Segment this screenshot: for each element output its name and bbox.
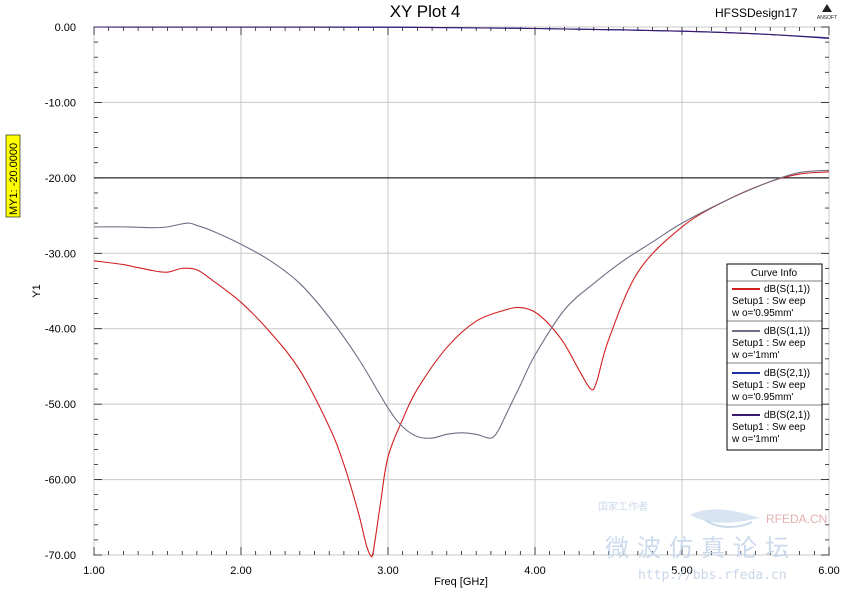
y-tick-label: 0.00	[55, 22, 76, 34]
y-axis-label: Y1	[31, 284, 43, 297]
ansoft-logo: ANSOFT	[817, 4, 837, 21]
svg-text:MY1: -20.0000: MY1: -20.0000	[8, 143, 20, 215]
chart-title: XY Plot 4	[390, 2, 461, 21]
legend-series-name: dB(S(2,1))	[764, 368, 810, 379]
y-tick-label: -60.00	[45, 475, 76, 487]
watermark-url: http://bbs.rfeda.cn	[638, 568, 787, 583]
x-tick-label: 5.00	[671, 565, 692, 577]
legend-series-param: w o='1mm'	[731, 350, 780, 361]
x-tick-label: 6.00	[818, 565, 839, 577]
legend-series-param: w o='0.95mm'	[731, 308, 793, 319]
series-line-1	[93, 171, 830, 558]
design-name: HFSSDesign17	[715, 6, 798, 20]
watermark-site: RFEDA.CN	[766, 512, 827, 526]
legend-series-param: w o='0.95mm'	[731, 392, 793, 403]
y-tick-label: -70.00	[45, 550, 76, 562]
legend-series-name: dB(S(1,1))	[764, 326, 810, 337]
svg-text:ANSOFT: ANSOFT	[817, 15, 837, 21]
legend-title: Curve Info	[751, 268, 798, 279]
series-line-4	[93, 26, 830, 39]
marker-label[interactable]: MY1: -20.0000	[5, 134, 21, 218]
y-tick-label: -50.00	[45, 399, 76, 411]
x-tick-label: 3.00	[377, 565, 398, 577]
watermark: 国家工作者 RFEDA.CN 微波仿真论坛 http://bbs.rfeda.c…	[598, 500, 827, 583]
y-tick-label: -30.00	[45, 248, 76, 260]
plot-area	[93, 26, 830, 556]
x-axis-ticks: 1.00 2.00 3.00 4.00 5.00 6.00	[83, 565, 839, 577]
series-layer	[93, 26, 830, 558]
legend-series-setup: Setup1 : Sw eep	[732, 296, 806, 307]
legend-series-setup: Setup1 : Sw eep	[732, 422, 806, 433]
legend-series-param: w o='1mm'	[731, 434, 780, 445]
watermark-tagline: 国家工作者	[598, 500, 648, 513]
y-tick-label: -40.00	[45, 324, 76, 336]
series-line-2	[93, 169, 830, 439]
watermark-chinese: 微波仿真论坛	[605, 534, 797, 562]
legend-series-name: dB(S(1,1))	[764, 284, 810, 295]
y-tick-label: -20.00	[45, 173, 76, 185]
x-tick-label: 2.00	[230, 565, 251, 577]
legend-series-setup: Setup1 : Sw eep	[732, 380, 806, 391]
x-axis-label: Freq [GHz]	[434, 576, 488, 588]
x-tick-label: 4.00	[524, 565, 545, 577]
y-axis-ticks: 0.00 -10.00 -20.00 -30.00 -40.00 -50.00 -60.00…	[45, 22, 76, 562]
legend-series-setup: Setup1 : Sw eep	[732, 338, 806, 349]
x-tick-label: 1.00	[83, 565, 104, 577]
legend-series-name: dB(S(2,1))	[764, 410, 810, 421]
y-tick-label: -10.00	[45, 97, 76, 109]
